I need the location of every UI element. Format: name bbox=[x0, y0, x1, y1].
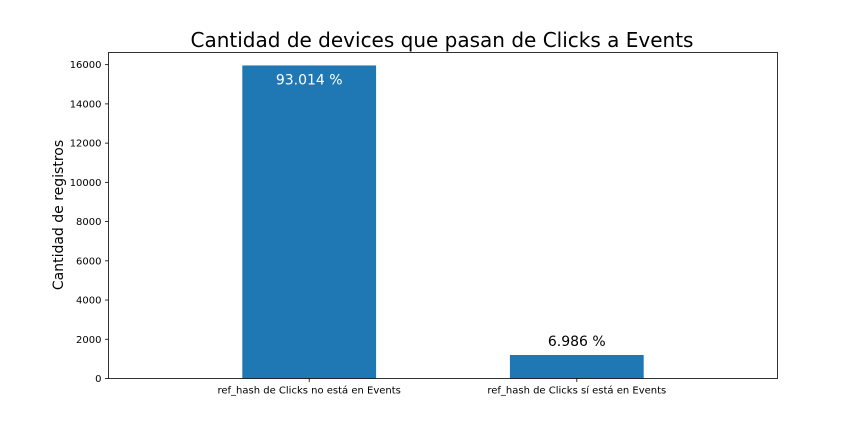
bar bbox=[242, 65, 377, 379]
chart-title: Cantidad de devices que pasan de Clicks … bbox=[191, 28, 694, 52]
data-label: 93.014 % bbox=[276, 72, 343, 88]
y-tick-label: 0 bbox=[95, 374, 101, 385]
y-tick-label: 16000 bbox=[70, 60, 102, 71]
y-tick-label: 14000 bbox=[70, 99, 102, 110]
plot-frame bbox=[108, 52, 778, 379]
y-axis-ticks: 0 2000 4000 6000 8000 10000 12000 14000 16000 bbox=[70, 60, 109, 385]
bars bbox=[242, 65, 644, 379]
data-label: 6.986 % bbox=[548, 334, 606, 350]
y-axis-label: Cantidad de registros bbox=[51, 140, 67, 290]
y-tick-label: 12000 bbox=[70, 139, 102, 150]
y-tick-label: 4000 bbox=[76, 296, 101, 307]
x-axis-ticks: ref_hash de Clicks no está en Events ref_… bbox=[217, 378, 666, 397]
y-tick-label: 2000 bbox=[76, 335, 101, 346]
y-tick-label: 10000 bbox=[70, 178, 102, 189]
y-tick-label: 8000 bbox=[76, 217, 101, 228]
x-tick-label: ref_hash de Clicks sí está en Events bbox=[487, 385, 666, 397]
y-tick-label: 6000 bbox=[76, 256, 101, 267]
x-tick-label: ref_hash de Clicks no está en Events bbox=[217, 385, 400, 397]
data-labels: 93.014 % 6.986 % bbox=[276, 72, 606, 350]
bar bbox=[509, 354, 644, 379]
